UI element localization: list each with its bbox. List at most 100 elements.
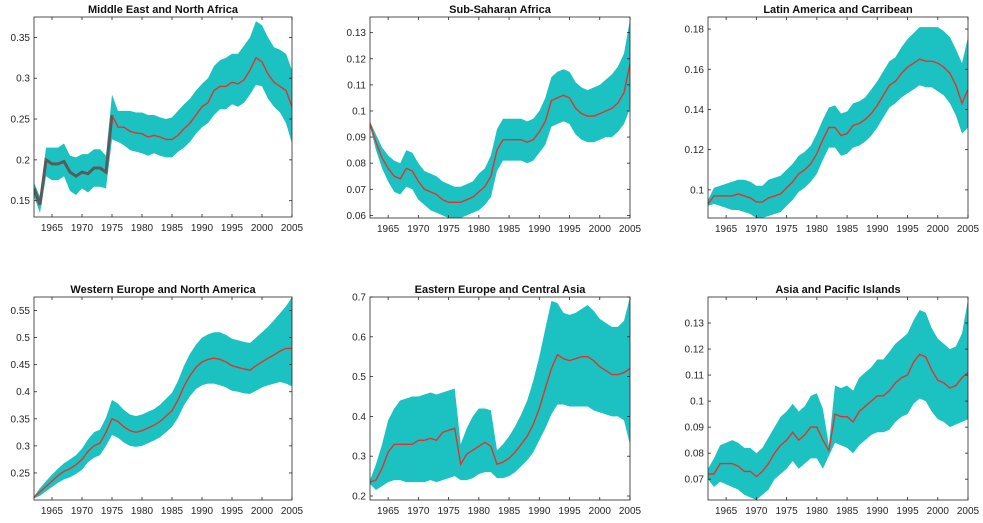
y-tick-label: 0.5 (352, 372, 366, 383)
x-tick-label: 1970 (71, 506, 94, 517)
x-tick-label: 1980 (131, 223, 154, 234)
chart-panel-3: 1965 1970 1975 1980 1985 1990 1995 2000 2005 0.1 0… (685, 4, 980, 235)
x-tick-label: 1985 (836, 506, 859, 517)
x-tick-label: 2005 (957, 224, 980, 235)
chart-title: Eastern Europe and Central Asia (415, 284, 587, 296)
y-tick-label: 0.07 (347, 185, 367, 196)
plot-area (370, 297, 630, 490)
y-tick-label: 0.1 (690, 397, 704, 408)
plot-area (34, 21, 292, 213)
x-tick-label: 1990 (866, 224, 889, 235)
y-tick-label: 0.1 (690, 185, 704, 196)
y-tick-label: 0.07 (685, 475, 705, 486)
x-tick-label: 1975 (775, 224, 798, 235)
confidence-band (370, 19, 630, 218)
x-tick-label: 1975 (101, 506, 124, 517)
x-tick-label: 1990 (528, 506, 551, 517)
x-tick-label: 1980 (468, 224, 491, 235)
y-tick-label: 0.7 (352, 293, 366, 304)
x-tick-label: 2000 (251, 506, 274, 517)
x-tick-label: 1970 (71, 223, 94, 234)
y-tick-label: 0.25 (11, 468, 31, 479)
plot-area (370, 19, 630, 218)
x-tick-label: 1965 (715, 506, 738, 517)
y-tick-label: 0.4 (352, 412, 366, 423)
y-tick-label: 0.3 (16, 74, 30, 85)
x-tick-label: 2000 (589, 506, 612, 517)
y-tick-label: 0.12 (685, 145, 705, 156)
y-tick-label: 0.11 (347, 80, 366, 91)
y-tick-label: 0.14 (685, 105, 705, 116)
x-tick-label: 2000 (589, 224, 612, 235)
y-tick-label: 0.13 (685, 319, 705, 330)
x-tick-label: 1995 (221, 506, 244, 517)
confidence-band (370, 297, 630, 490)
x-tick-label: 1975 (775, 506, 798, 517)
mean-line (708, 58, 968, 205)
y-tick-label: 0.45 (11, 360, 31, 371)
chart-panel-5: 1965 1970 1975 1980 1985 1990 1995 2000 2005 0.2 0… (352, 284, 641, 517)
y-tick-label: 0.13 (347, 28, 367, 39)
mean-line (708, 353, 968, 478)
y-tick-label: 0.09 (685, 423, 705, 434)
axes-box (369, 16, 631, 219)
x-tick-label: 2000 (927, 224, 950, 235)
chart-panel-1: 1965 1970 1975 1980 1985 1990 1995 2000 2005 0.15… (11, 4, 304, 234)
x-tick-label: 1995 (558, 224, 581, 235)
mean-line (370, 63, 630, 204)
mean-line (370, 353, 630, 483)
y-tick-label: 0.16 (685, 65, 705, 76)
x-tick-label: 1990 (191, 223, 214, 234)
chart-title: Middle East and North Africa (88, 4, 239, 16)
x-tick-label: 1990 (528, 224, 551, 235)
x-tick-label: 1985 (161, 506, 184, 517)
x-tick-label: 1980 (468, 506, 491, 517)
y-tick-label: 0.35 (11, 414, 31, 425)
y-tick-label: 0.6 (352, 332, 366, 343)
y-tick-label: 0.55 (11, 306, 31, 317)
x-tick-label: 1985 (836, 224, 859, 235)
confidence-band (708, 27, 968, 218)
y-tick-label: 0.18 (685, 25, 705, 36)
y-tick-label: 0.5 (16, 333, 30, 344)
x-tick-label: 1970 (407, 506, 430, 517)
y-tick-label: 0.11 (685, 371, 704, 382)
x-tick-label: 1975 (101, 223, 124, 234)
confidence-band (708, 299, 968, 500)
y-tick-label: 0.15 (11, 196, 31, 207)
y-tick-label: 0.08 (685, 449, 705, 460)
plot-area (708, 27, 968, 218)
confidence-band (34, 297, 292, 499)
x-tick-label: 1970 (407, 224, 430, 235)
x-tick-label: 1985 (498, 224, 521, 235)
plot-area (708, 299, 968, 500)
y-tick-label: 0.12 (347, 54, 367, 65)
x-tick-label: 2005 (619, 506, 642, 517)
chart-panel-2: 1965 1970 1975 1980 1985 1990 1995 2000 2005 0.06… (347, 4, 642, 235)
y-tick-label: 0.3 (352, 452, 366, 463)
x-tick-label: 2000 (927, 506, 950, 517)
x-tick-label: 1980 (806, 224, 829, 235)
x-tick-label: 1990 (866, 506, 889, 517)
x-tick-label: 2005 (957, 506, 980, 517)
x-tick-label: 1985 (498, 506, 521, 517)
x-tick-label: 1985 (161, 223, 184, 234)
y-tick-label: 0.25 (11, 115, 31, 126)
x-tick-label: 2005 (281, 223, 304, 234)
chart-panel-6: 1965 1970 1975 1980 1985 1990 1995 2000 2005 0.07… (685, 284, 980, 517)
x-tick-label: 1965 (41, 506, 64, 517)
x-tick-label: 1965 (377, 224, 400, 235)
axes-box (33, 296, 293, 501)
axes-box (33, 16, 293, 218)
x-tick-label: 1980 (806, 506, 829, 517)
x-tick-label: 2000 (251, 223, 274, 234)
x-tick-label: 1995 (896, 506, 919, 517)
y-tick-label: 0.08 (347, 159, 367, 170)
x-tick-label: 1965 (377, 506, 400, 517)
x-tick-label: 1995 (558, 506, 581, 517)
x-tick-label: 1995 (221, 223, 244, 234)
x-tick-label: 1970 (745, 506, 768, 517)
axes-box (707, 16, 969, 219)
x-tick-label: 1975 (437, 224, 460, 235)
